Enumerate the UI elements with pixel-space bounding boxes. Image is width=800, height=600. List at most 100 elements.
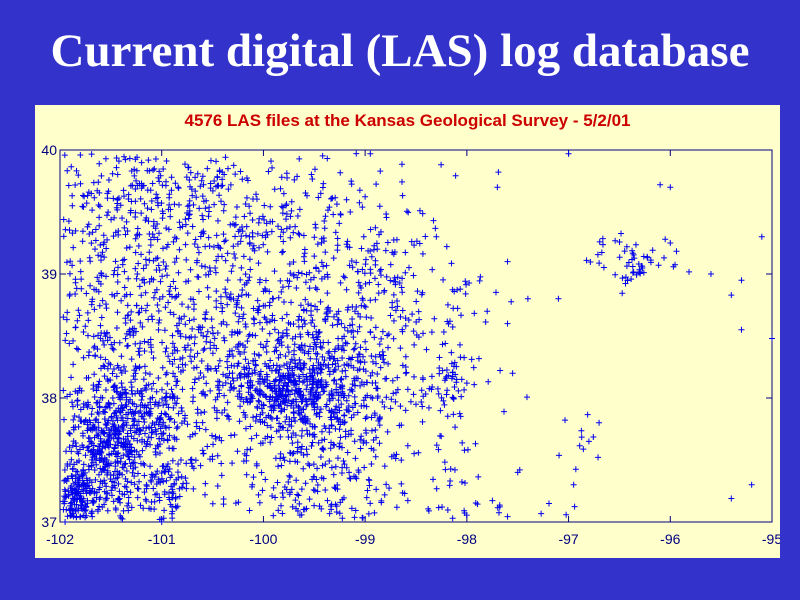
data-point xyxy=(141,461,148,468)
data-point xyxy=(198,390,205,397)
data-point xyxy=(368,461,375,468)
data-point xyxy=(239,286,246,293)
data-point xyxy=(233,203,240,210)
data-point xyxy=(216,434,223,441)
data-point xyxy=(462,290,469,297)
data-point xyxy=(77,417,84,424)
data-point xyxy=(185,164,192,171)
data-point xyxy=(504,320,511,327)
data-point xyxy=(149,429,156,436)
data-point xyxy=(164,380,171,387)
data-point xyxy=(376,440,383,447)
data-point xyxy=(105,209,112,216)
data-point xyxy=(351,438,358,445)
data-point xyxy=(183,480,190,487)
data-point xyxy=(504,258,511,265)
data-point xyxy=(74,468,81,475)
data-point xyxy=(66,340,73,347)
data-point xyxy=(277,233,284,240)
data-point xyxy=(126,456,133,463)
data-point xyxy=(295,492,302,499)
data-point xyxy=(443,391,450,398)
data-point xyxy=(214,217,221,224)
data-point xyxy=(149,473,156,480)
data-point xyxy=(65,492,72,499)
data-point xyxy=(333,311,340,318)
data-point xyxy=(98,272,105,279)
data-point xyxy=(476,277,483,284)
data-point xyxy=(310,345,317,352)
data-point xyxy=(295,323,302,330)
data-point xyxy=(425,404,432,411)
data-point xyxy=(359,266,366,273)
data-point xyxy=(69,465,76,472)
data-point xyxy=(101,408,108,415)
data-point xyxy=(224,412,231,419)
data-point xyxy=(351,393,358,400)
data-point xyxy=(647,257,654,264)
data-point xyxy=(312,423,319,430)
data-point xyxy=(333,403,340,410)
data-point xyxy=(444,318,451,325)
data-point xyxy=(204,443,211,450)
data-point xyxy=(372,224,379,231)
data-point xyxy=(157,416,164,423)
data-point xyxy=(100,458,107,465)
data-point xyxy=(70,480,77,487)
data-point xyxy=(237,403,244,410)
data-point xyxy=(300,465,307,472)
data-point xyxy=(127,463,134,470)
data-point xyxy=(146,167,153,174)
data-point xyxy=(381,359,388,366)
data-point xyxy=(296,500,303,507)
data-point xyxy=(373,434,380,441)
data-point xyxy=(259,487,266,494)
data-point xyxy=(393,236,400,243)
data-point xyxy=(74,402,81,409)
data-point xyxy=(156,516,163,523)
data-point xyxy=(111,430,118,437)
data-point xyxy=(279,489,286,496)
data-point xyxy=(183,256,190,263)
data-point xyxy=(289,503,296,510)
data-point xyxy=(91,467,98,474)
data-point xyxy=(128,308,135,315)
data-point xyxy=(266,330,273,337)
data-point xyxy=(171,346,178,353)
data-point xyxy=(101,429,108,436)
data-point xyxy=(160,166,167,173)
data-point xyxy=(338,320,345,327)
data-point xyxy=(439,367,446,374)
data-point xyxy=(298,511,305,518)
data-point xyxy=(93,383,100,390)
y-tick-label: 40 xyxy=(41,142,57,158)
data-point xyxy=(245,277,252,284)
data-point xyxy=(210,441,217,448)
data-point xyxy=(127,291,134,298)
data-point xyxy=(250,242,257,249)
data-point xyxy=(453,376,460,383)
data-point xyxy=(347,475,354,482)
data-point xyxy=(193,259,200,266)
data-point xyxy=(341,361,348,368)
data-point xyxy=(254,307,261,314)
data-point xyxy=(359,204,366,211)
data-point xyxy=(122,231,129,238)
data-point xyxy=(301,342,308,349)
data-point xyxy=(333,380,340,387)
data-point xyxy=(408,238,415,245)
data-point xyxy=(250,414,257,421)
data-point xyxy=(262,476,269,483)
data-point xyxy=(152,156,159,163)
data-point xyxy=(387,277,394,284)
data-point xyxy=(157,425,164,432)
data-point xyxy=(111,267,118,274)
data-point xyxy=(91,394,98,401)
data-point xyxy=(432,225,439,232)
data-point xyxy=(66,430,73,437)
data-point xyxy=(353,150,360,157)
data-point xyxy=(239,315,246,322)
data-point xyxy=(105,176,112,183)
data-point xyxy=(256,319,263,326)
data-point xyxy=(251,247,258,254)
